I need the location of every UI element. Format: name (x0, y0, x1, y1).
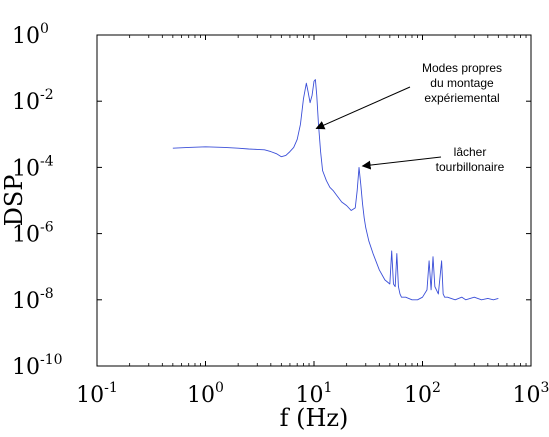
x-tick-label: 102 (404, 380, 441, 408)
annotation-text: lâcher (454, 145, 487, 159)
dsp-series-line (172, 79, 499, 301)
y-axis-title: DSP (0, 175, 28, 227)
annotation-text: Modes propres (422, 61, 502, 75)
annotation-arrow (315, 86, 411, 130)
y-tick-label: 10-2 (12, 87, 54, 115)
annotation-text: expériemental (424, 91, 499, 105)
y-tick-label: 10-10 (12, 352, 63, 380)
y-axis-ticks: 100 10-2 10-4 10-6 10-8 10-10 (12, 21, 531, 380)
x-tick-label: 101 (296, 380, 333, 408)
y-tick-label: 100 (12, 21, 49, 49)
plot-frame (96, 34, 532, 367)
annotation-arrow (361, 156, 442, 170)
x-tick-label: 10-1 (76, 380, 118, 408)
annotation-text: du montage (430, 76, 494, 90)
x-axis-title: f (Hz) (280, 404, 349, 432)
y-tick-label: 10-8 (12, 286, 54, 314)
annotation-text: tourbillonaire (436, 160, 505, 174)
y-tick-label: 10-4 (12, 153, 54, 181)
y-tick-label: 10-6 (12, 220, 54, 248)
x-tick-label: 103 (513, 380, 549, 408)
x-tick-label: 100 (187, 380, 224, 408)
